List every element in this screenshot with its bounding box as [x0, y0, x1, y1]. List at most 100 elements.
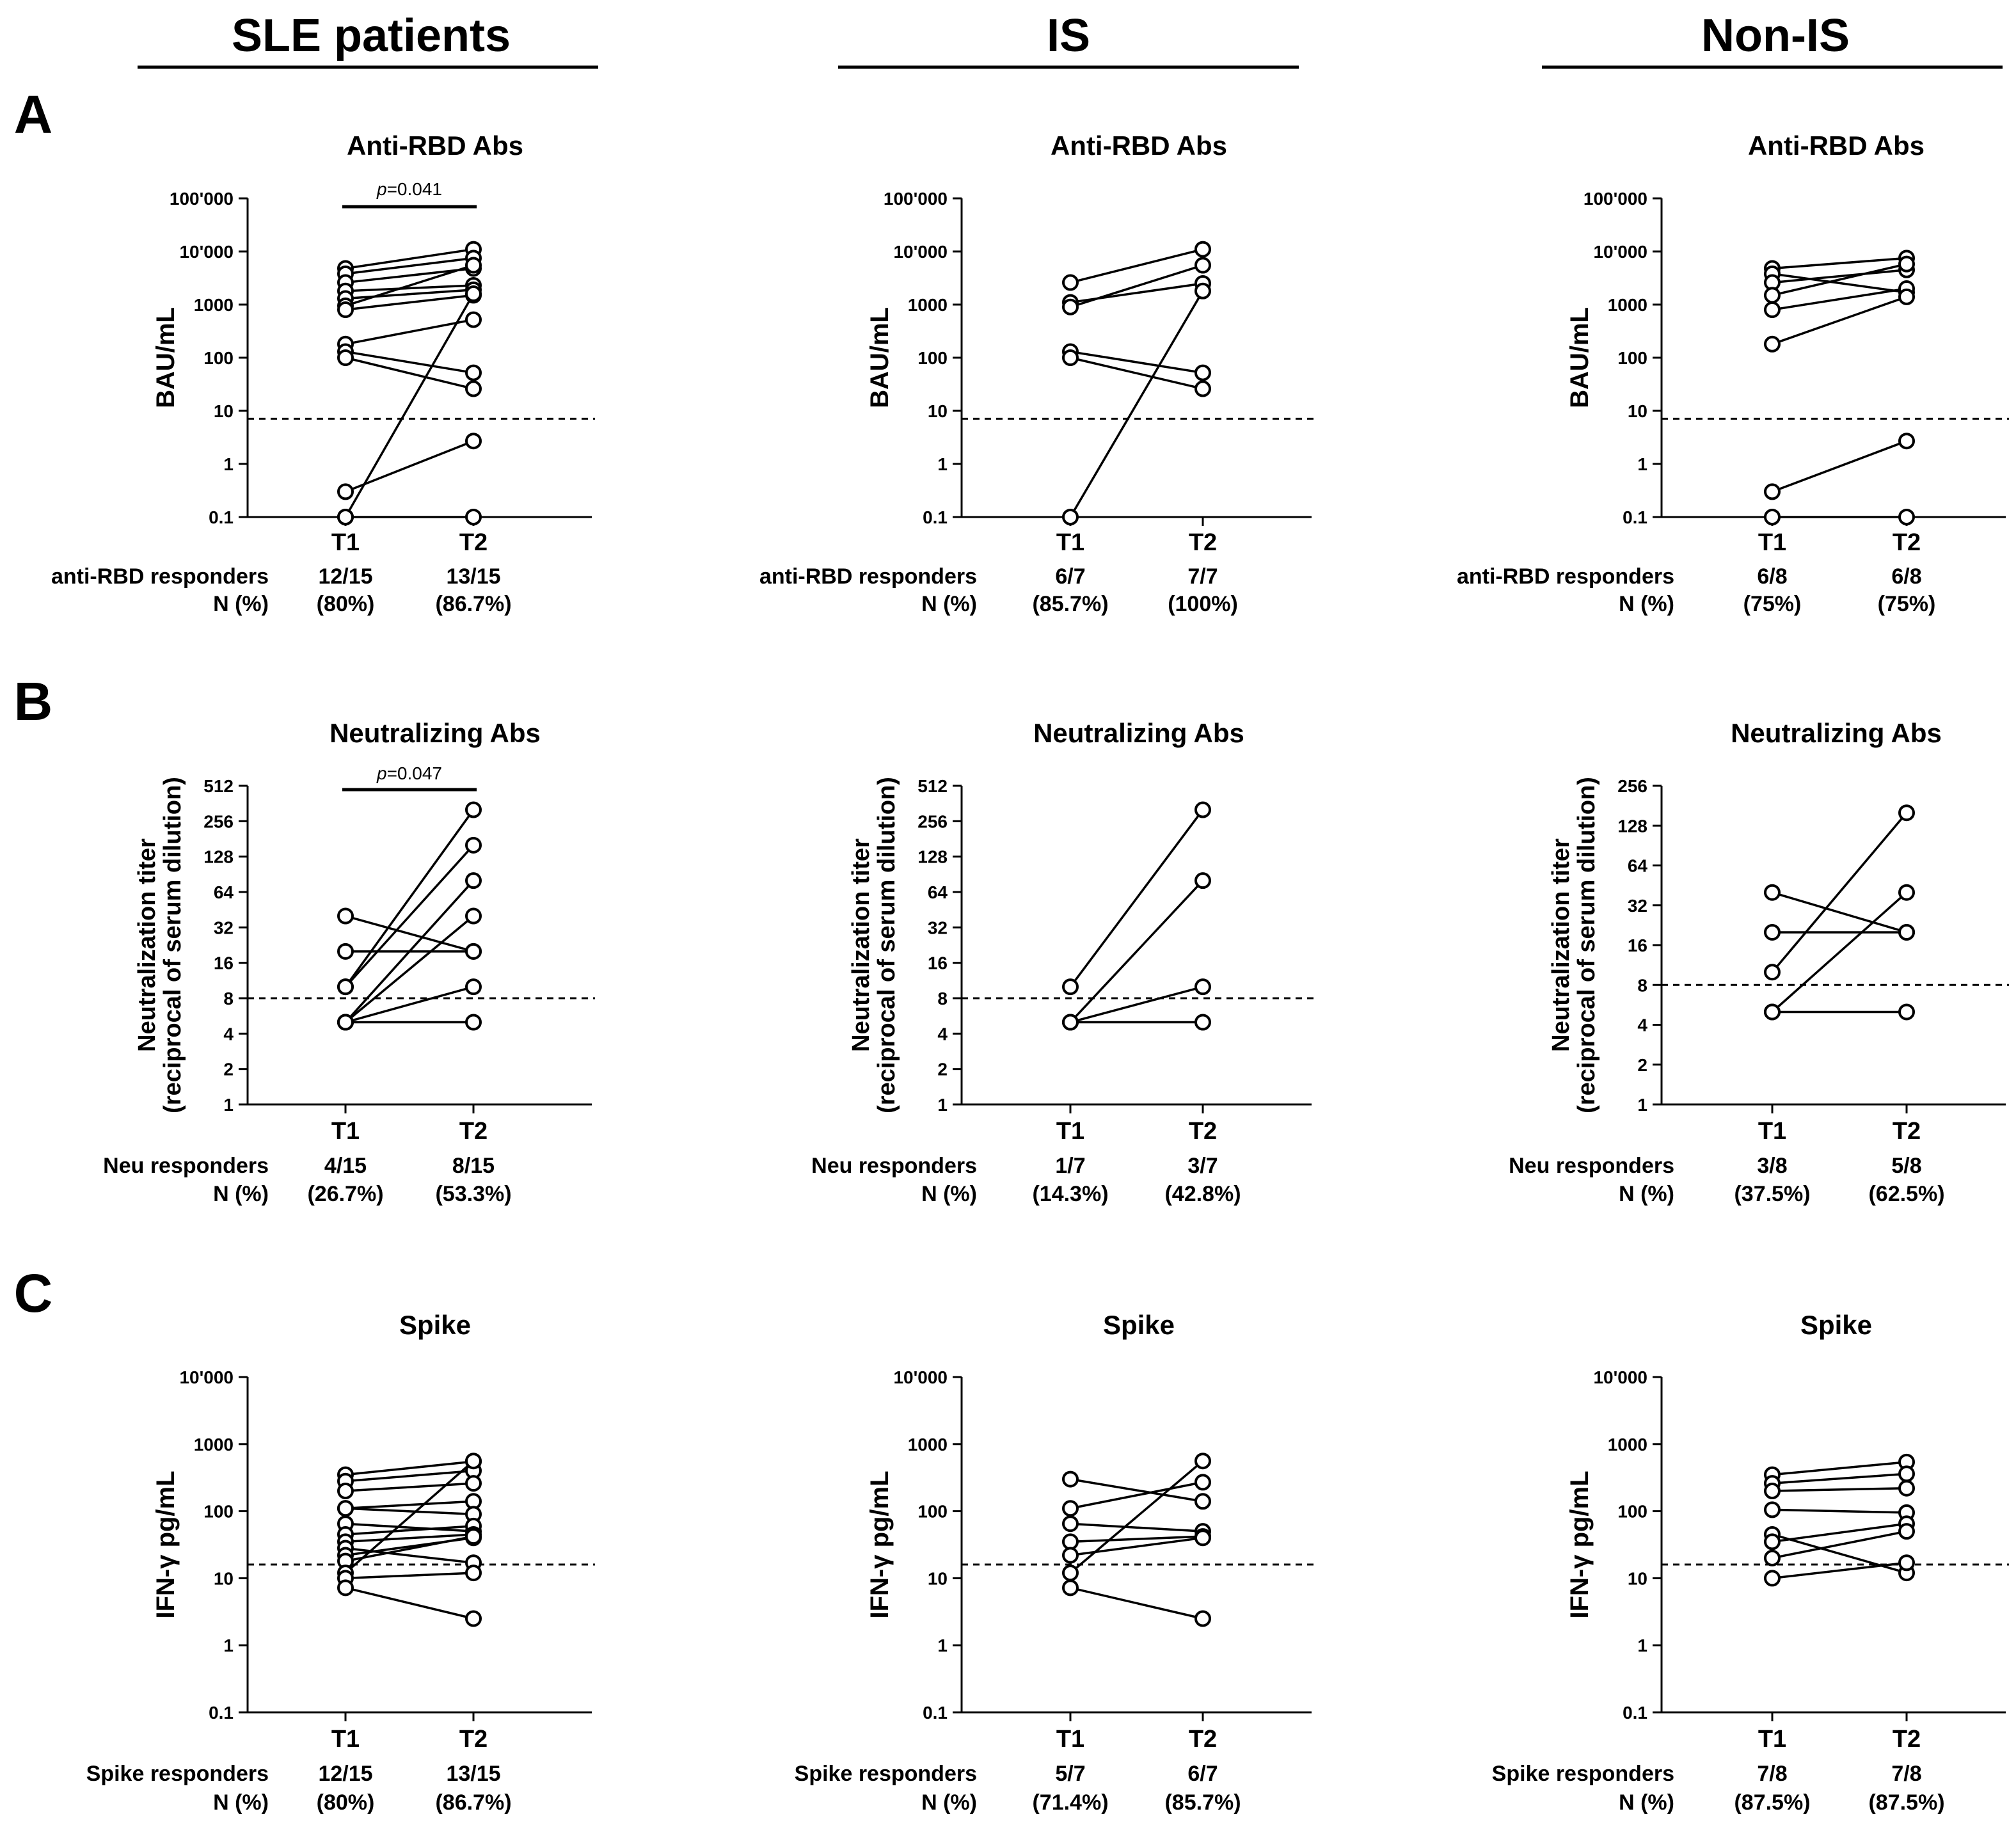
- responders-t1-count: 3/8: [1757, 1154, 1787, 1178]
- series-line: [345, 914, 474, 953]
- y-tick-label: 32: [214, 918, 234, 937]
- series-line: [1771, 891, 1908, 1013]
- y-tick-label: 1: [223, 1636, 234, 1655]
- data-point: [465, 872, 482, 889]
- data-point: [1764, 483, 1781, 500]
- x-tick-label: T1: [1056, 1726, 1084, 1753]
- p-value-label: p=0.047: [376, 763, 442, 783]
- data-point: [465, 801, 482, 818]
- y-axis-label: BAU/mL: [152, 307, 180, 408]
- responders-t1-count: 5/7: [1055, 1762, 1085, 1786]
- responders-label: Spike responders: [1492, 1762, 1674, 1786]
- data-point: [337, 1500, 354, 1517]
- series-line: [1070, 985, 1203, 1024]
- data-point: [1764, 1501, 1781, 1518]
- responders-sublabel: N (%): [921, 1182, 977, 1206]
- series-line: [1772, 440, 1907, 493]
- series-line: [345, 985, 474, 1024]
- data-point: [1195, 1014, 1211, 1031]
- y-axis-label: IFN-γ pg/mL: [152, 1470, 180, 1618]
- responders-label: Spike responders: [86, 1762, 269, 1786]
- responders-t2-count: 3/7: [1187, 1154, 1218, 1178]
- data-point: [337, 509, 354, 525]
- y-tick-label: 4: [937, 1024, 948, 1044]
- data-point: [1764, 1003, 1781, 1021]
- y-axis-label: BAU/mL: [1566, 307, 1594, 408]
- responders-t1-percent: (26.7%): [307, 1182, 383, 1206]
- data-point: [465, 836, 482, 854]
- data-point: [1195, 1474, 1211, 1491]
- responders-sublabel: N (%): [1619, 1182, 1674, 1206]
- y-tick-label: 10'000: [1593, 242, 1647, 262]
- data-point: [1062, 274, 1079, 291]
- y-tick-label: 1: [1637, 1095, 1647, 1115]
- responders-label: anti-RBD responders: [51, 564, 269, 589]
- y-tick-label: 1: [223, 454, 234, 474]
- y-tick-label: 1000: [1608, 1435, 1647, 1454]
- responders-t2-count: 8/15: [452, 1154, 495, 1178]
- series-line: [1772, 1533, 1907, 1574]
- series-line: [1070, 356, 1203, 390]
- responders-t2-count: 6/7: [1187, 1762, 1218, 1786]
- y-tick-label: 16: [928, 953, 948, 973]
- responders-t2-count: 13/15: [446, 1762, 500, 1786]
- data-point: [337, 1014, 354, 1031]
- data-point: [1898, 923, 1915, 941]
- data-point: [1764, 287, 1781, 304]
- series-line: [1772, 262, 1907, 297]
- y-tick-label: 0.1: [209, 507, 234, 527]
- y-axis-label: IFN-γ pg/mL: [1566, 1470, 1594, 1618]
- responders-t1-percent: (85.7%): [1032, 592, 1108, 616]
- y-tick-label: 8: [937, 989, 948, 1008]
- x-tick-label: T1: [1056, 1118, 1084, 1145]
- series-line: [345, 294, 474, 311]
- data-point: [1898, 1003, 1915, 1021]
- y-tick-label: 1: [937, 1095, 948, 1115]
- responders-t1-percent: (80%): [317, 592, 375, 616]
- series-line: [345, 1469, 474, 1483]
- responders-label: Neu responders: [103, 1154, 269, 1178]
- responders-label: Neu responders: [811, 1154, 977, 1178]
- series-line: [1772, 1561, 1907, 1580]
- data-point: [1062, 1565, 1079, 1582]
- y-tick-label: 2: [223, 1060, 234, 1079]
- y-tick-label: 256: [1617, 776, 1647, 796]
- x-tick-label: T2: [1893, 1118, 1921, 1145]
- series-line: [345, 1533, 474, 1543]
- series-line: [345, 284, 474, 292]
- series-line: [345, 257, 474, 275]
- y-tick-label: 1000: [194, 1435, 234, 1454]
- responders-t2-percent: (100%): [1168, 592, 1238, 616]
- panel-letter-a: A: [14, 84, 53, 145]
- series-line: [1772, 273, 1907, 294]
- responders-t2-percent: (53.3%): [435, 1182, 511, 1206]
- data-point: [1764, 923, 1781, 941]
- responders-t1-percent: (87.5%): [1734, 1790, 1810, 1815]
- data-point: [1062, 978, 1079, 996]
- responders-label: Spike responders: [795, 1762, 977, 1786]
- y-tick-label: 2: [937, 1060, 948, 1079]
- series-line: [345, 1535, 474, 1563]
- y-axis-label: Neutralization titer: [134, 838, 161, 1052]
- y-axis-label-secondary: (reciprocal of serum dilution): [1573, 777, 1600, 1113]
- data-point: [1195, 1493, 1211, 1510]
- data-point: [1764, 1549, 1781, 1566]
- y-tick-label: 10: [1628, 401, 1647, 421]
- data-point: [1062, 1500, 1079, 1517]
- data-point: [1195, 282, 1211, 299]
- data-point: [1195, 978, 1211, 996]
- series-line: [344, 1460, 475, 1574]
- y-tick-label: 100: [203, 348, 234, 368]
- series-line: [1772, 269, 1907, 284]
- data-point: [1764, 1483, 1781, 1500]
- series-line: [1070, 264, 1203, 308]
- panel-title: Neutralizing Abs: [1033, 718, 1244, 748]
- responders-sublabel: N (%): [1619, 592, 1674, 616]
- x-tick-label: T2: [1893, 529, 1921, 556]
- data-point: [1195, 1453, 1211, 1470]
- y-tick-label: 100: [917, 348, 948, 368]
- y-tick-label: 4: [1637, 1016, 1647, 1035]
- y-tick-label: 32: [1628, 896, 1647, 916]
- y-tick-label: 1: [1637, 454, 1647, 474]
- y-axis-label: IFN-γ pg/mL: [866, 1470, 894, 1618]
